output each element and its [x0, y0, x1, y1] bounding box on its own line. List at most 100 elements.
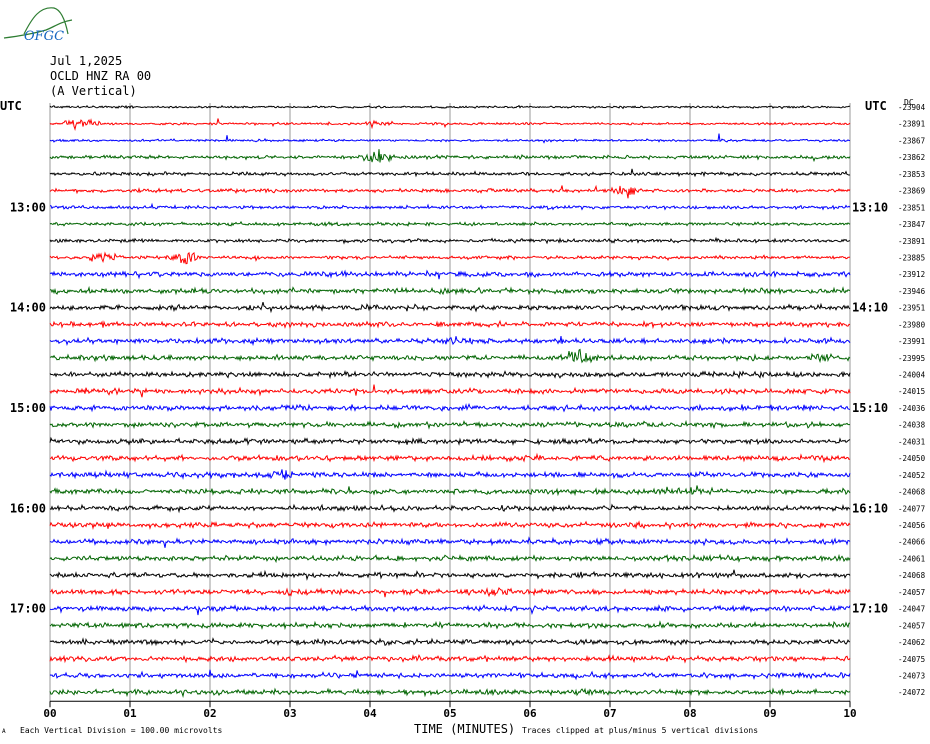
dc-offset-label: -24004: [898, 371, 926, 380]
trace-line: [49, 654, 851, 664]
dc-offset-label: -24068: [898, 571, 926, 580]
dc-offset-label: -24052: [898, 471, 925, 480]
dc-offset-label: -23904: [898, 103, 926, 112]
trace-line: [50, 285, 851, 296]
trace-line: [49, 604, 851, 616]
trace-line: [49, 436, 851, 447]
x-tick-label: 10: [843, 707, 856, 720]
trace-line: [49, 269, 851, 280]
x-axis: 00 01 02 03 04 05 06 07 08 09 10: [43, 700, 857, 720]
dc-offset-label: -23991: [898, 337, 925, 346]
dc-offset-label: -24057: [898, 588, 925, 597]
dc-offset-label: -24057: [898, 621, 925, 630]
ofgc-logo: OFGC: [3, 7, 73, 44]
trace-line: [49, 687, 851, 699]
trace-line: [49, 236, 851, 245]
x-tick-label: 01: [123, 707, 137, 720]
dc-offset-label: -24047: [898, 605, 925, 614]
trace-line: [49, 336, 851, 347]
x-tick-label: 04: [363, 707, 377, 720]
dc-offset-label: -23885: [898, 253, 925, 262]
dc-offset-label: -23912: [898, 270, 925, 279]
x-tick-label: 00: [43, 707, 56, 720]
plot-date: Jul 1,2025: [50, 54, 123, 68]
time-label-left: 16:00: [10, 501, 46, 515]
utc-label-left: UTC: [0, 99, 22, 113]
utc-label-right: UTC: [865, 99, 887, 113]
time-label-right: 15:10: [852, 401, 888, 415]
trace-line: [49, 104, 850, 110]
x-tick-label: 08: [683, 707, 696, 720]
dc-offset-label: -23995: [898, 354, 925, 363]
time-label-left: 14:00: [10, 301, 46, 315]
dc-offset-label: -24038: [898, 421, 926, 430]
dc-offset-label: -24066: [898, 538, 926, 547]
logo-text: OFGC: [24, 29, 64, 44]
dc-offset-label: -23946: [898, 287, 926, 296]
dc-offset-label: -23951: [898, 304, 925, 313]
x-axis-title: TIME (MINUTES): [414, 722, 516, 736]
time-labels: 13:00 14:00 15:00 16:00 17:00 13:10 14:10 15:10…: [10, 200, 888, 615]
trace-line: [49, 118, 851, 132]
dc-offset-label: -24036: [898, 404, 926, 413]
dc-offset-column: -23904 -23891 -23867 -23862 -23853 -23869 -238…: [898, 103, 926, 697]
dc-offset-label: -24073: [898, 671, 925, 680]
dc-offset-label: -23851: [898, 203, 925, 212]
dc-offset-label: -24050: [898, 454, 926, 463]
dc-offset-label: -24031: [898, 437, 925, 446]
trace-line: [49, 536, 851, 548]
trace-line: [49, 419, 850, 430]
trace-group: [49, 104, 851, 699]
trace-line: [49, 319, 851, 330]
time-label-left: 17:00: [10, 602, 46, 616]
dc-offset-label: -24062: [898, 638, 925, 647]
x-tick-label: 05: [443, 707, 456, 720]
trace-line: [49, 403, 851, 413]
dc-offset-label: -23980: [898, 320, 926, 329]
trace-line: [49, 149, 851, 163]
trace-line: [49, 620, 851, 631]
x-tick-label: 07: [603, 707, 616, 720]
time-label-left: 15:00: [10, 401, 46, 415]
station-code: OCLD HNZ RA 00: [50, 69, 152, 83]
dc-offset-label: -24075: [898, 655, 925, 664]
dc-offset-label: -24068: [898, 488, 926, 497]
dc-offset-label: -23891: [898, 120, 925, 129]
x-tick-label: 09: [763, 707, 776, 720]
trace-line: [49, 637, 851, 647]
trace-line: [49, 520, 851, 531]
trace-line: [49, 133, 851, 144]
trace-line: [49, 251, 851, 265]
time-label-left: 13:00: [10, 200, 46, 214]
trace-line: [49, 485, 851, 497]
trace-line: [49, 168, 851, 178]
dc-offset-label: -23891: [898, 237, 925, 246]
dc-offset-label: -23862: [898, 153, 925, 162]
dc-offset-label: -23867: [898, 136, 925, 145]
trace-line: [49, 452, 851, 464]
corner-mark: A: [2, 728, 6, 735]
time-label-right: 16:10: [852, 501, 888, 515]
trace-line: [49, 553, 851, 564]
trace-line: [49, 503, 851, 514]
trace-line: [49, 370, 851, 380]
dc-label: DC: [904, 98, 914, 107]
dc-offset-label: -23869: [898, 187, 925, 196]
trace-line: [49, 220, 851, 227]
trace-line: [49, 301, 851, 314]
dc-offset-label: -24056: [898, 521, 926, 530]
trace-line: [49, 384, 851, 398]
time-gridlines: [49, 103, 851, 702]
trace-line: [49, 569, 851, 581]
clip-note: Traces clipped at plus/minus 5 vertical …: [522, 726, 759, 735]
trace-line: [49, 184, 851, 199]
dc-offset-label: -23847: [898, 220, 925, 229]
x-tick-label: 03: [283, 707, 296, 720]
dc-offset-label: -24077: [898, 504, 925, 513]
x-tick-label: 06: [523, 707, 537, 720]
scale-note: Each Vertical Division = 100.00 microvol…: [20, 726, 223, 735]
dc-offset-label: -24061: [898, 554, 925, 563]
trace-line: [49, 669, 851, 681]
time-label-right: 13:10: [852, 200, 888, 214]
